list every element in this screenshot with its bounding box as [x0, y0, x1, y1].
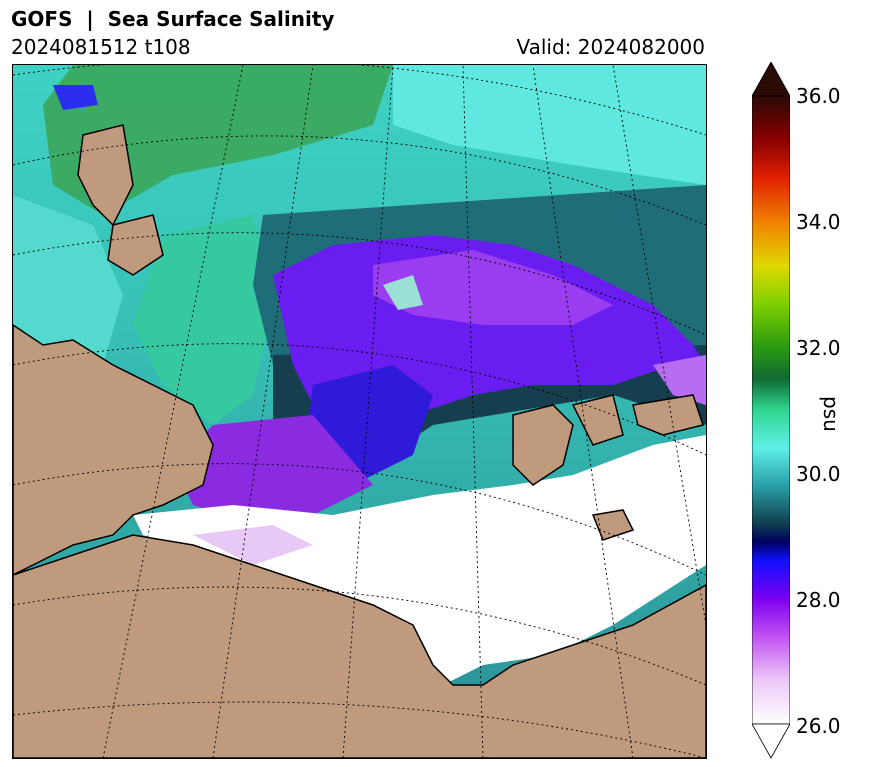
salinity-band-lilac — [653, 355, 706, 405]
valid-timestamp: Valid: 2024082000 — [516, 35, 705, 59]
colorbar-tick-32: 32.0 — [796, 336, 841, 360]
salinity-band-cyan-west — [13, 195, 123, 365]
land-new-siberian-islands — [632, 394, 704, 436]
colorbar-unit-label: psu — [819, 396, 843, 432]
fjord-blue — [53, 85, 98, 110]
land-franz-josef — [107, 214, 164, 276]
salinity-band-teal — [133, 215, 273, 425]
fresh-water-tint — [193, 525, 313, 565]
colorbar-tick-34: 34.0 — [796, 210, 841, 234]
map-title: GOFS | Sea Surface Salinity — [11, 7, 335, 31]
fresh-water-zone — [133, 435, 706, 685]
colorbar-tick-30: 30.0 — [796, 462, 841, 486]
land-severnaya-zemlya — [512, 404, 574, 486]
colorbar-tick-26: 26.0 — [796, 714, 841, 738]
salinity-colorbar — [752, 62, 790, 759]
salinity-eddy — [383, 275, 423, 310]
map-canvas — [13, 65, 706, 758]
graticule — [13, 65, 706, 758]
salinity-map[interactable] — [12, 64, 707, 759]
salinity-band-magenta — [173, 415, 373, 525]
run-timestamp: 2024081512 t108 — [11, 35, 191, 59]
salinity-band-violet — [373, 250, 613, 325]
colorbar-tick-36: 36.0 — [796, 84, 841, 108]
land-russia — [13, 534, 706, 758]
land-island-east — [571, 394, 624, 446]
land-scandinavia — [13, 324, 214, 576]
land-islet — [591, 509, 635, 541]
colorbar-tick-28: 28.0 — [796, 588, 841, 612]
